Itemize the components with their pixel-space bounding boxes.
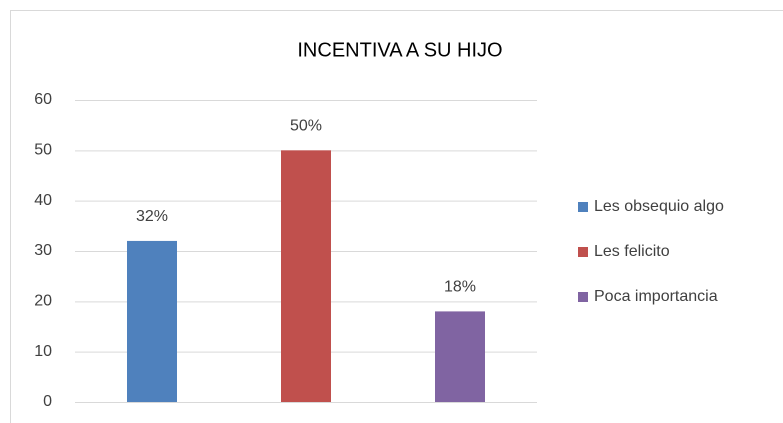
- bar: [281, 150, 331, 402]
- bar: [127, 240, 177, 402]
- y-tick-label: 30: [34, 242, 52, 259]
- value-label: 18%: [444, 279, 476, 296]
- value-label: 32%: [136, 208, 168, 225]
- y-tick-label: 20: [34, 293, 52, 310]
- value-label: 50%: [290, 118, 322, 135]
- y-tick-label: 0: [43, 393, 52, 410]
- y-tick-label: 60: [34, 91, 52, 108]
- y-tick-label: 40: [34, 192, 52, 209]
- y-tick-label: 10: [34, 343, 52, 360]
- legend-label: Les obsequio algo: [594, 198, 724, 215]
- chart-border: [10, 10, 783, 423]
- y-tick-label: 50: [34, 142, 52, 159]
- legend-label: Poca importancia: [594, 288, 718, 305]
- legend-swatch: [578, 292, 588, 302]
- bar: [435, 311, 485, 402]
- legend-swatch: [578, 202, 588, 212]
- chart-title: INCENTIVA A SU HIJO: [297, 39, 502, 61]
- legend-label: Les felicito: [594, 243, 670, 260]
- legend-swatch: [578, 247, 588, 257]
